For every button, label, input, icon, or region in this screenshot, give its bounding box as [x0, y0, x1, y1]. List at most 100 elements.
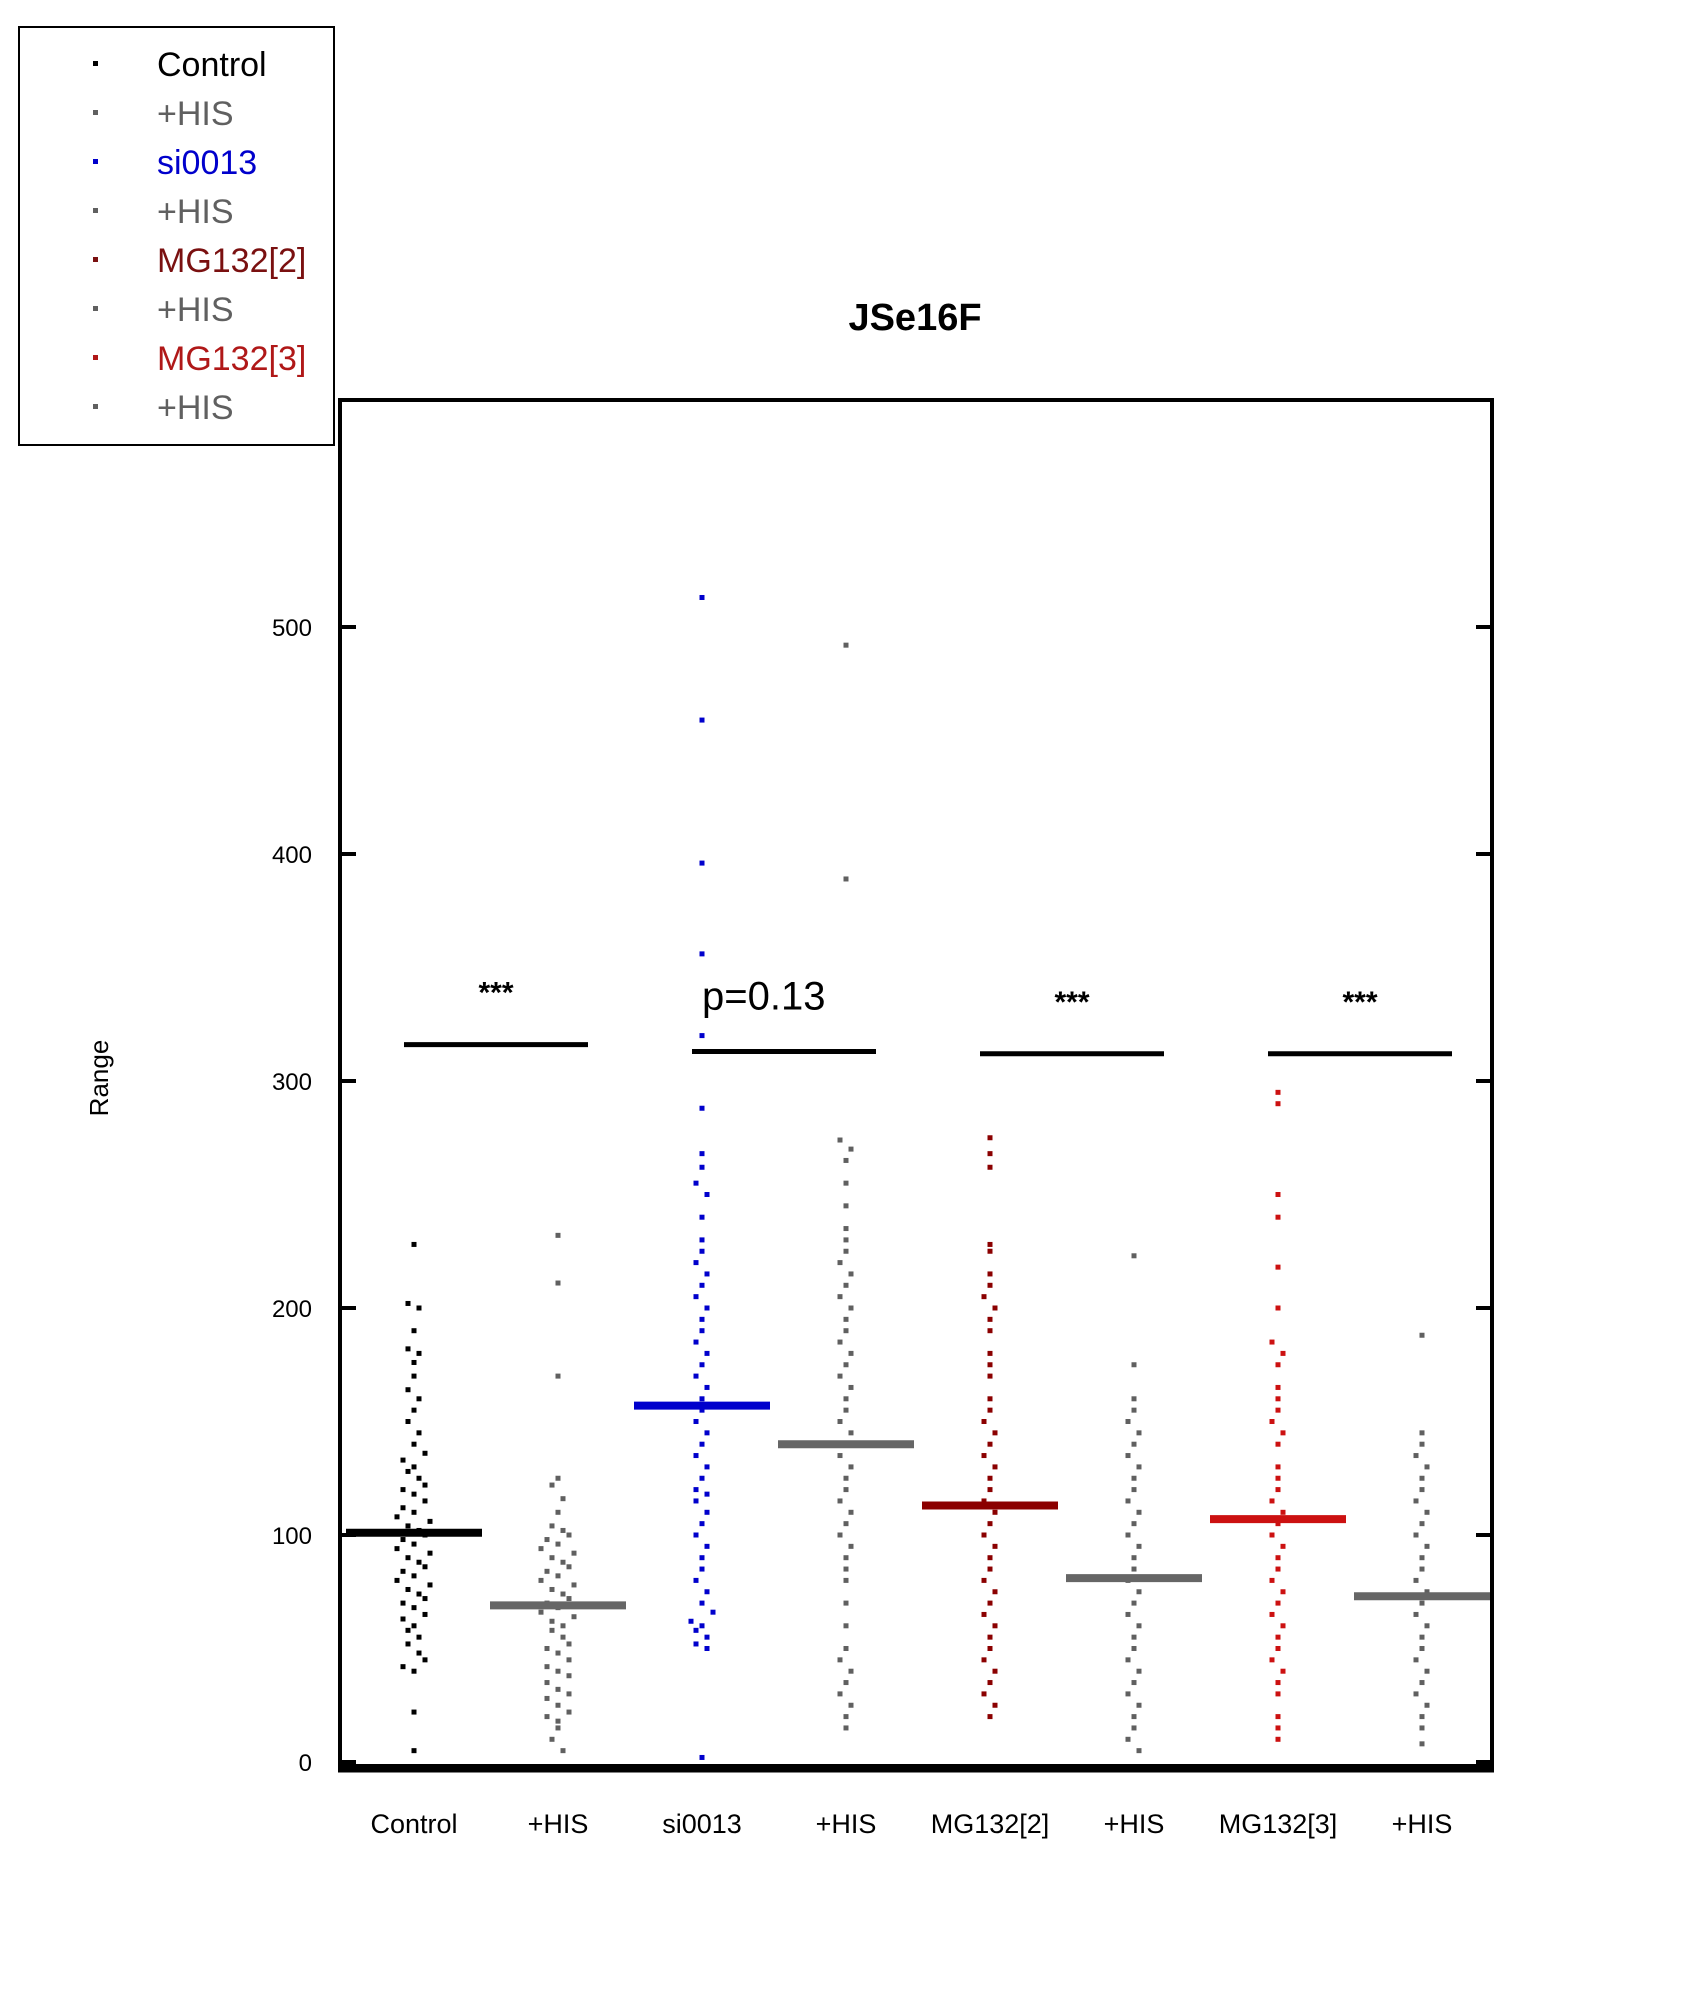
data-point	[411, 1491, 417, 1497]
data-point	[987, 1316, 993, 1322]
data-point	[981, 1419, 987, 1424]
data-point	[1413, 1657, 1419, 1663]
data-point	[549, 1523, 555, 1529]
data-point	[555, 1650, 561, 1656]
data-point	[411, 1241, 417, 1247]
data-point	[987, 1362, 993, 1368]
data-point	[400, 1568, 406, 1574]
data-point	[1275, 1475, 1281, 1481]
data-point	[987, 1714, 993, 1720]
data-point	[848, 1350, 854, 1356]
data-point	[987, 1555, 993, 1561]
y-axis: 0 100 200 300 400 500	[272, 615, 1492, 1777]
data-point	[411, 1605, 417, 1611]
data-point	[1419, 1634, 1425, 1640]
data-point	[837, 1419, 843, 1424]
data-point	[411, 1464, 417, 1470]
data-point	[560, 1623, 566, 1629]
data-point	[992, 1668, 998, 1674]
data-point	[549, 1736, 555, 1742]
data-point	[416, 1475, 422, 1481]
data-point	[699, 1248, 705, 1254]
data-point	[1419, 1441, 1425, 1447]
data-point	[571, 1614, 577, 1620]
data-point	[1136, 1623, 1142, 1629]
data-point	[843, 1157, 849, 1163]
data-point	[427, 1518, 433, 1524]
data-point	[1131, 1646, 1137, 1651]
data-point	[704, 1305, 710, 1311]
data-point	[987, 1441, 993, 1447]
data-point	[987, 1407, 993, 1413]
data-point	[400, 1505, 406, 1511]
data-point	[1136, 1543, 1142, 1549]
data-point	[837, 1657, 843, 1663]
data-point	[427, 1582, 433, 1588]
data-point	[843, 1600, 849, 1606]
data-point	[848, 1271, 854, 1277]
legend-label: MG132[2]	[157, 242, 306, 280]
data-point	[1136, 1702, 1142, 1708]
data-point	[987, 1282, 993, 1288]
data-point	[848, 1430, 854, 1436]
category-label: +HIS	[1392, 1809, 1453, 1839]
data-point	[688, 1618, 694, 1624]
data-point	[843, 1475, 849, 1481]
data-point	[699, 1475, 705, 1481]
data-point	[987, 1373, 993, 1379]
data-point	[699, 1566, 705, 1572]
data-point	[1131, 1714, 1137, 1720]
data-point	[1275, 1634, 1281, 1640]
data-point	[843, 1362, 849, 1368]
data-point	[1131, 1725, 1137, 1731]
data-point	[699, 1164, 705, 1170]
data-point	[411, 1441, 417, 1447]
data-point	[405, 1346, 411, 1352]
data-point	[843, 1407, 849, 1413]
y-tick-label: 300	[272, 1069, 312, 1096]
data-point	[571, 1550, 577, 1556]
data-point	[1275, 1736, 1281, 1742]
data-point	[411, 1541, 417, 1547]
data-point	[981, 1532, 987, 1538]
category-label: si0013	[662, 1809, 742, 1839]
data-point	[1419, 1741, 1425, 1747]
data-point	[843, 1646, 849, 1651]
data-point	[555, 1509, 561, 1515]
data-point	[699, 1033, 705, 1039]
legend-marker	[93, 404, 98, 409]
data-point	[411, 1623, 417, 1629]
data-point	[422, 1611, 428, 1617]
data-point	[1269, 1532, 1275, 1538]
data-points	[394, 594, 1430, 1760]
data-point	[848, 1464, 854, 1470]
data-point	[987, 1328, 993, 1334]
data-point	[411, 1328, 417, 1334]
data-point	[555, 1725, 561, 1731]
data-point	[538, 1609, 544, 1615]
data-point	[405, 1641, 411, 1647]
data-point	[416, 1591, 422, 1597]
data-point	[981, 1611, 987, 1617]
data-point	[1424, 1464, 1430, 1470]
data-point	[1131, 1487, 1137, 1493]
data-point	[1269, 1339, 1275, 1345]
data-point	[1419, 1566, 1425, 1572]
data-point	[837, 1137, 843, 1143]
legend-marker	[93, 61, 98, 66]
data-point	[704, 1646, 710, 1651]
data-point	[555, 1373, 561, 1379]
data-point	[1131, 1475, 1137, 1481]
y-tick-label: 500	[272, 615, 312, 642]
data-point	[405, 1586, 411, 1592]
data-point	[992, 1702, 998, 1708]
legend-label: +HIS	[157, 193, 234, 231]
data-point	[699, 1521, 705, 1527]
data-point	[1136, 1748, 1142, 1754]
data-point	[837, 1339, 843, 1345]
data-point	[987, 1600, 993, 1606]
data-point	[1275, 1101, 1281, 1107]
data-point	[693, 1641, 699, 1647]
data-point	[693, 1373, 699, 1379]
data-point	[699, 1754, 705, 1760]
